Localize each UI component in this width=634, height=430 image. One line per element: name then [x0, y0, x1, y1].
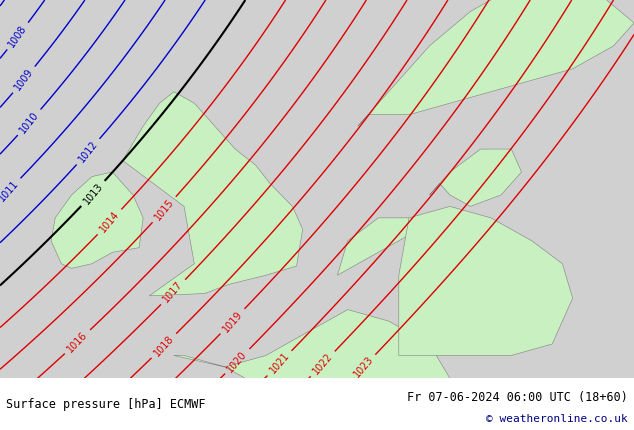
Polygon shape [51, 172, 143, 268]
Text: 1008: 1008 [7, 23, 29, 49]
Polygon shape [429, 149, 522, 206]
Polygon shape [123, 92, 302, 296]
Polygon shape [337, 218, 419, 275]
Text: © weatheronline.co.uk: © weatheronline.co.uk [486, 414, 628, 424]
Text: 1010: 1010 [18, 110, 41, 135]
Text: 1020: 1020 [226, 349, 249, 374]
Text: 1011: 1011 [0, 178, 20, 203]
Text: 1017: 1017 [161, 280, 185, 305]
Text: 1016: 1016 [65, 329, 89, 354]
Text: 1021: 1021 [268, 350, 292, 376]
Polygon shape [174, 310, 450, 430]
Text: 1009: 1009 [13, 67, 36, 92]
Text: 1019: 1019 [221, 309, 244, 334]
Text: 1023: 1023 [352, 354, 375, 380]
Text: Surface pressure [hPa] ECMWF: Surface pressure [hPa] ECMWF [6, 398, 206, 411]
Text: 1014: 1014 [98, 209, 121, 234]
Text: 1015: 1015 [153, 197, 176, 222]
Text: Fr 07-06-2024 06:00 UTC (18+60): Fr 07-06-2024 06:00 UTC (18+60) [407, 391, 628, 404]
Polygon shape [358, 0, 634, 126]
Text: 1018: 1018 [152, 333, 176, 358]
Polygon shape [399, 206, 573, 356]
Text: 1012: 1012 [77, 139, 100, 165]
Text: 1013: 1013 [81, 181, 105, 206]
Text: 1022: 1022 [311, 351, 335, 377]
